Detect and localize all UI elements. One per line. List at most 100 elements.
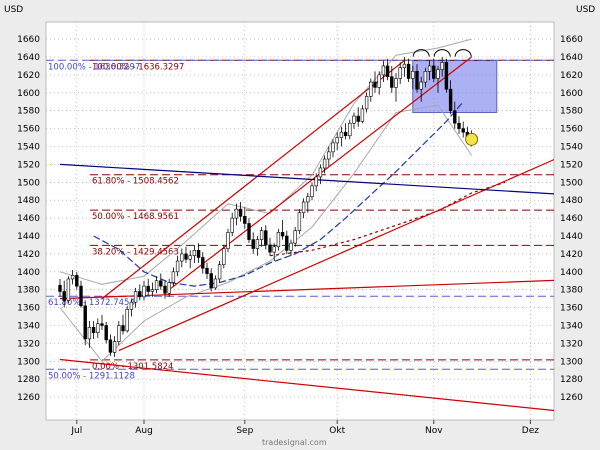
- candle-body: [213, 278, 218, 289]
- top-arc-marker: [454, 49, 472, 57]
- y-tick-label-left: 1340: [17, 322, 40, 332]
- candle-body: [87, 326, 92, 340]
- candle-body: [318, 167, 323, 178]
- y-tick-label-right: 1280: [560, 375, 583, 385]
- candle-body: [440, 62, 444, 70]
- candle: [117, 321, 121, 346]
- candle-body: [268, 244, 272, 253]
- candle: [83, 300, 87, 346]
- candle-body: [79, 285, 83, 307]
- candle-body: [96, 323, 100, 333]
- candle-body: [432, 65, 436, 79]
- candle: [100, 314, 104, 330]
- candle-body: [259, 230, 264, 240]
- candle: [230, 212, 234, 236]
- candle: [423, 67, 428, 88]
- candle-body: [457, 122, 461, 129]
- candle: [150, 282, 155, 297]
- candle: [415, 64, 419, 93]
- y-tick-label-right: 1640: [560, 53, 583, 63]
- candle-body: [444, 62, 449, 90]
- candle-body: [343, 131, 348, 137]
- y-tick-label-right: 1620: [560, 71, 583, 81]
- y-tick-label-right: 1600: [560, 89, 583, 99]
- ma-long: [269, 181, 506, 257]
- candle-body: [243, 216, 247, 224]
- candle: [457, 116, 461, 134]
- candle: [259, 227, 264, 247]
- annotations: [412, 49, 479, 146]
- fib-label-2: 61.80% - 1372.7454: [48, 298, 135, 308]
- candle: [66, 276, 71, 304]
- candle-body: [377, 74, 381, 88]
- last-price-marker: [465, 132, 479, 146]
- candle-body: [293, 230, 297, 244]
- candle-body: [419, 81, 423, 90]
- candle-body: [415, 71, 419, 90]
- y-tick-label-right: 1360: [560, 304, 583, 314]
- candle-body: [310, 185, 314, 197]
- candle-body: [448, 88, 453, 112]
- y-tick-label-left: 1380: [17, 286, 40, 296]
- candle: [453, 101, 457, 129]
- candle: [280, 219, 285, 240]
- candle: [175, 255, 180, 277]
- candle: [96, 318, 100, 339]
- candle: [394, 73, 398, 102]
- candle: [255, 236, 260, 256]
- y-tick-label-left: 1460: [17, 214, 40, 224]
- watermark: tradesignal.com: [262, 438, 327, 447]
- candle: [398, 62, 402, 84]
- x-tick-label: Aug: [135, 426, 153, 436]
- y-tick-label-right: 1340: [560, 322, 583, 332]
- candle-body: [100, 323, 104, 326]
- candle-body: [402, 63, 407, 69]
- candle: [264, 225, 268, 250]
- candle: [285, 230, 289, 254]
- top-arc-marker: [412, 49, 430, 57]
- band-lower: [59, 104, 473, 363]
- candle: [381, 60, 386, 83]
- candle: [201, 252, 205, 274]
- candle: [251, 232, 255, 254]
- candle: [297, 209, 302, 235]
- candle-body: [289, 242, 293, 251]
- y-tick-label-right: 1500: [560, 178, 583, 188]
- candle: [159, 273, 163, 290]
- x-axis: JulAugSepOktNovDez2005: [70, 420, 539, 436]
- candle: [289, 239, 293, 256]
- candle: [243, 207, 247, 229]
- candle: [247, 218, 251, 244]
- y-tick-label-left: 1640: [17, 53, 40, 63]
- y-tick-label-left: 1400: [17, 268, 40, 278]
- y-tick-label-left: 1320: [17, 339, 40, 349]
- candle-body: [339, 131, 344, 138]
- candle: [373, 71, 377, 93]
- candle: [301, 198, 306, 219]
- fib-label: 61.80% - 1508.4562: [92, 177, 179, 187]
- candle: [377, 71, 381, 95]
- candle: [167, 278, 171, 297]
- candle-body: [104, 325, 108, 341]
- candle: [436, 65, 440, 93]
- candle: [352, 112, 356, 129]
- y-tick-label-right: 1260: [560, 393, 583, 403]
- y-tick-label-right: 1480: [560, 196, 583, 206]
- candle-body: [154, 280, 159, 290]
- candle: [276, 228, 281, 251]
- candle: [356, 107, 360, 127]
- candle: [306, 193, 310, 213]
- y-axis-left: 1260 1280 1300 1320 1340 1360 1380 1400 1420 1440…: [17, 35, 40, 403]
- x-tick-label: Okt: [329, 426, 345, 436]
- candle-body: [264, 230, 268, 246]
- candle-body: [238, 208, 243, 217]
- candle: [461, 121, 465, 138]
- candle: [121, 314, 125, 335]
- candle-body: [171, 271, 176, 283]
- candle: [314, 173, 318, 192]
- x-tick-label: Jul: [70, 426, 82, 436]
- candle: [146, 278, 150, 296]
- candle: [62, 280, 66, 308]
- candle: [339, 126, 344, 147]
- y-tick-label-right: 1460: [560, 214, 583, 224]
